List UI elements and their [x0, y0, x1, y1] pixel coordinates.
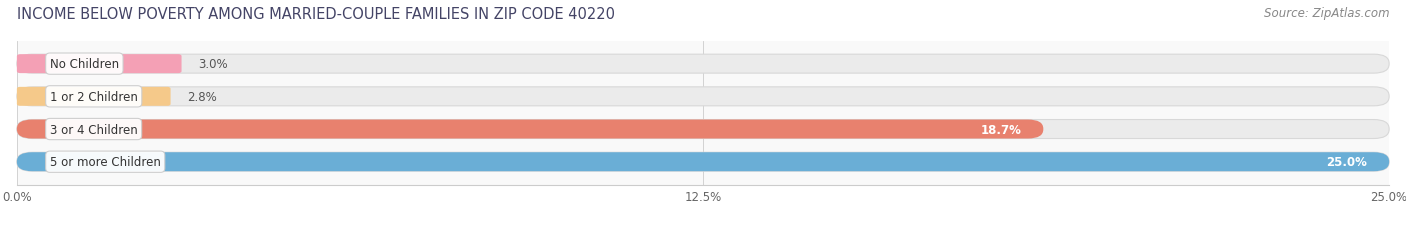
- FancyBboxPatch shape: [17, 120, 1043, 139]
- Text: 18.7%: 18.7%: [980, 123, 1021, 136]
- Text: 1 or 2 Children: 1 or 2 Children: [49, 91, 138, 103]
- FancyBboxPatch shape: [17, 55, 181, 74]
- FancyBboxPatch shape: [17, 152, 1389, 171]
- Text: INCOME BELOW POVERTY AMONG MARRIED-COUPLE FAMILIES IN ZIP CODE 40220: INCOME BELOW POVERTY AMONG MARRIED-COUPL…: [17, 7, 614, 22]
- Text: No Children: No Children: [49, 58, 120, 71]
- Text: 2.8%: 2.8%: [187, 91, 217, 103]
- Text: Source: ZipAtlas.com: Source: ZipAtlas.com: [1264, 7, 1389, 20]
- FancyBboxPatch shape: [17, 120, 1389, 139]
- FancyBboxPatch shape: [17, 88, 170, 106]
- FancyBboxPatch shape: [17, 152, 1389, 171]
- Text: 25.0%: 25.0%: [1326, 155, 1367, 168]
- FancyBboxPatch shape: [17, 55, 1389, 74]
- FancyBboxPatch shape: [17, 88, 1389, 106]
- Text: 3 or 4 Children: 3 or 4 Children: [49, 123, 138, 136]
- Text: 3.0%: 3.0%: [198, 58, 228, 71]
- Text: 5 or more Children: 5 or more Children: [49, 155, 160, 168]
